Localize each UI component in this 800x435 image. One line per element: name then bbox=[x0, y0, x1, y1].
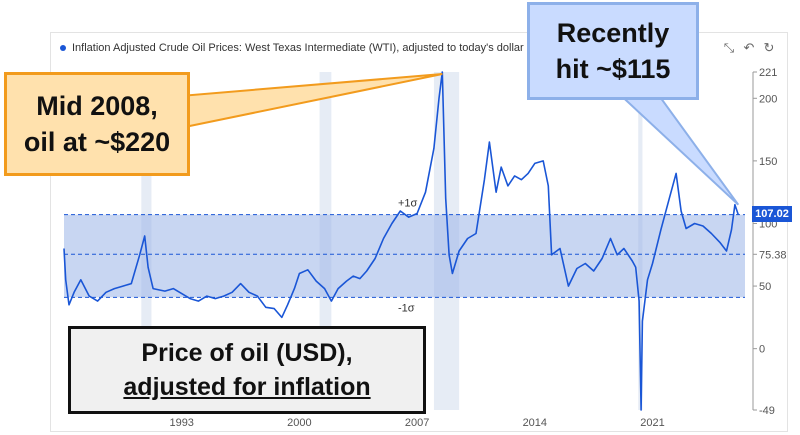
x-tick-label: 2000 bbox=[287, 417, 311, 429]
band-lower-label: -1σ bbox=[398, 302, 415, 314]
callout-mid-2008-line1: Mid 2008, bbox=[36, 91, 158, 121]
y-tick-label: 50 bbox=[759, 281, 771, 293]
legend-label: Inflation Adjusted Crude Oil Prices: Wes… bbox=[72, 42, 524, 54]
callout-recent: Recently hit ~$115 bbox=[527, 2, 699, 100]
y-tick-label: 200 bbox=[759, 93, 777, 105]
zoom-select-icon[interactable]: ⤡ bbox=[723, 40, 735, 55]
y-tick-label: 150 bbox=[759, 156, 777, 168]
sigma-band bbox=[64, 214, 745, 298]
callout-mid-2008: Mid 2008, oil at ~$220 bbox=[4, 72, 190, 176]
y-tick-label: 75.38 bbox=[759, 249, 787, 261]
zoom-back-icon[interactable]: ↶ bbox=[743, 40, 755, 55]
refresh-icon[interactable]: ↻ bbox=[763, 40, 775, 55]
y-tick-label: -49 bbox=[759, 405, 775, 417]
callout-recent-line1: Recently bbox=[556, 18, 670, 48]
callout-recent-pointer bbox=[612, 89, 740, 206]
caption-line1: Price of oil (USD), bbox=[141, 339, 353, 367]
x-tick-label: 2014 bbox=[523, 417, 547, 429]
y-tick-label: 221 bbox=[759, 67, 777, 79]
callout-mid-2008-line2: oil at ~$220 bbox=[23, 127, 171, 157]
callout-recent-line2: hit ~$115 bbox=[555, 54, 671, 84]
caption-box: Price of oil (USD), adjusted for inflati… bbox=[68, 326, 426, 414]
legend-marker bbox=[60, 45, 66, 51]
series-line bbox=[63, 71, 740, 411]
x-tick-label: 1993 bbox=[169, 417, 193, 429]
chart-toolbar: ⤡ ↶ ↻ bbox=[722, 40, 776, 55]
last-value-label: 107.02 bbox=[752, 206, 792, 222]
chart-legend[interactable]: Inflation Adjusted Crude Oil Prices: Wes… bbox=[60, 42, 524, 54]
callout-mid-2008-pointer bbox=[179, 73, 443, 130]
caption-line2: adjusted for inflation bbox=[123, 373, 371, 401]
band-upper-label: +1σ bbox=[398, 198, 418, 210]
x-tick-label: 2007 bbox=[405, 417, 429, 429]
x-tick-label: 2021 bbox=[640, 417, 664, 429]
y-tick-label: 0 bbox=[759, 344, 765, 356]
